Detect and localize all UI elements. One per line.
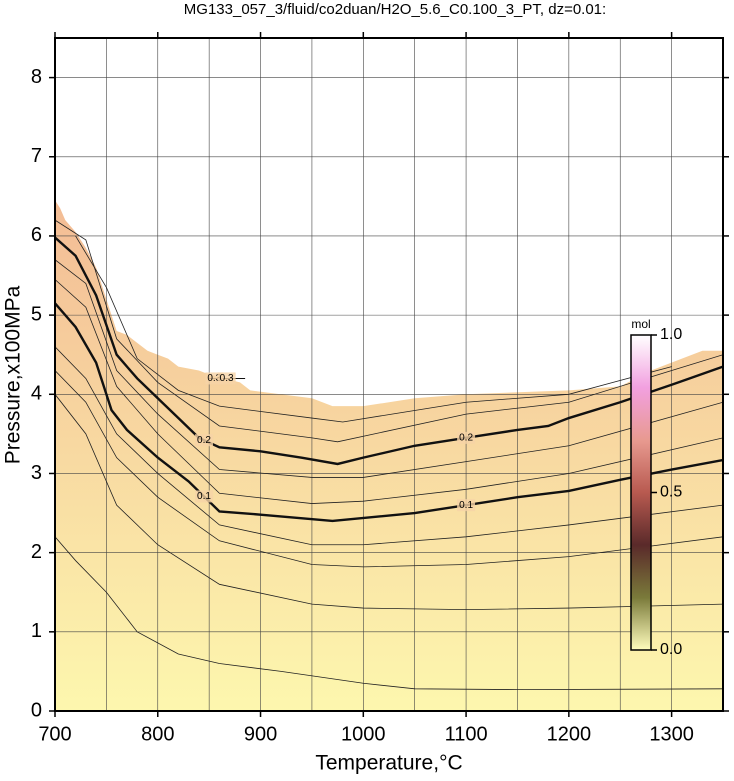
contour-label: 0.3 bbox=[207, 373, 221, 384]
contour-label-bg bbox=[195, 434, 214, 447]
y-tick-label: 4 bbox=[31, 383, 42, 405]
contour-label: 0.2 bbox=[459, 432, 473, 443]
colorbar bbox=[630, 334, 652, 651]
y-tick-label: 2 bbox=[31, 541, 42, 563]
contour-line bbox=[55, 279, 723, 504]
contour-line bbox=[75, 235, 672, 423]
contour-line bbox=[55, 259, 723, 478]
labeled-contour bbox=[55, 236, 723, 466]
plot-area: 0.1 0.1 0.2 0.2 0.30.3 bbox=[55, 38, 723, 711]
y-tick-label: 0 bbox=[31, 699, 42, 721]
x-tick-label: 1100 bbox=[445, 723, 488, 745]
x-tick-label: 1000 bbox=[341, 723, 386, 745]
contour-label: 0.3 bbox=[220, 373, 234, 384]
contour-label: 0.1 bbox=[197, 491, 211, 502]
y-tick-label: 6 bbox=[31, 224, 42, 246]
contour-label-bg bbox=[457, 499, 476, 512]
x-tick-label: 1300 bbox=[649, 723, 694, 745]
labeled-contour bbox=[55, 302, 723, 523]
x-tick-label: 900 bbox=[244, 723, 277, 745]
x-axis-label: Temperature,°C bbox=[315, 752, 462, 775]
contour-label-bg bbox=[457, 431, 476, 444]
x-tick-label: 1200 bbox=[547, 723, 592, 745]
contour-label-bg bbox=[195, 490, 214, 503]
y-tick-label: 3 bbox=[31, 462, 42, 484]
contour-line bbox=[55, 219, 723, 443]
y-tick-label: 5 bbox=[31, 303, 42, 325]
contour-label: 0.2 bbox=[197, 435, 211, 446]
contour-line bbox=[55, 370, 723, 568]
contour-line bbox=[55, 536, 723, 691]
plot-frame bbox=[54, 37, 724, 712]
colorbar-label: mol bbox=[631, 317, 650, 331]
contour-label: 0.1 bbox=[459, 500, 473, 511]
y-tick-label: 1 bbox=[31, 620, 42, 642]
x-tick-label: 800 bbox=[141, 723, 174, 745]
contour-line bbox=[55, 346, 723, 546]
filled-region bbox=[55, 200, 723, 711]
y-tick-label: 8 bbox=[31, 66, 42, 88]
y-axis-label: Pressure,x100MPa bbox=[2, 285, 25, 464]
contour-label-bg bbox=[217, 372, 236, 385]
x-tick-label: 700 bbox=[38, 723, 71, 745]
contour-line bbox=[55, 394, 723, 611]
y-tick-label: 7 bbox=[31, 145, 42, 167]
chart-title: MG133_057_3/fluid/co2duan/H2O_5.6_C0.100… bbox=[184, 1, 606, 18]
colorbar-tick-label: 0.0 bbox=[660, 641, 682, 658]
colorbar-tick-label: 1.0 bbox=[660, 326, 682, 343]
colorbar-tick-label: 0.5 bbox=[660, 484, 682, 501]
